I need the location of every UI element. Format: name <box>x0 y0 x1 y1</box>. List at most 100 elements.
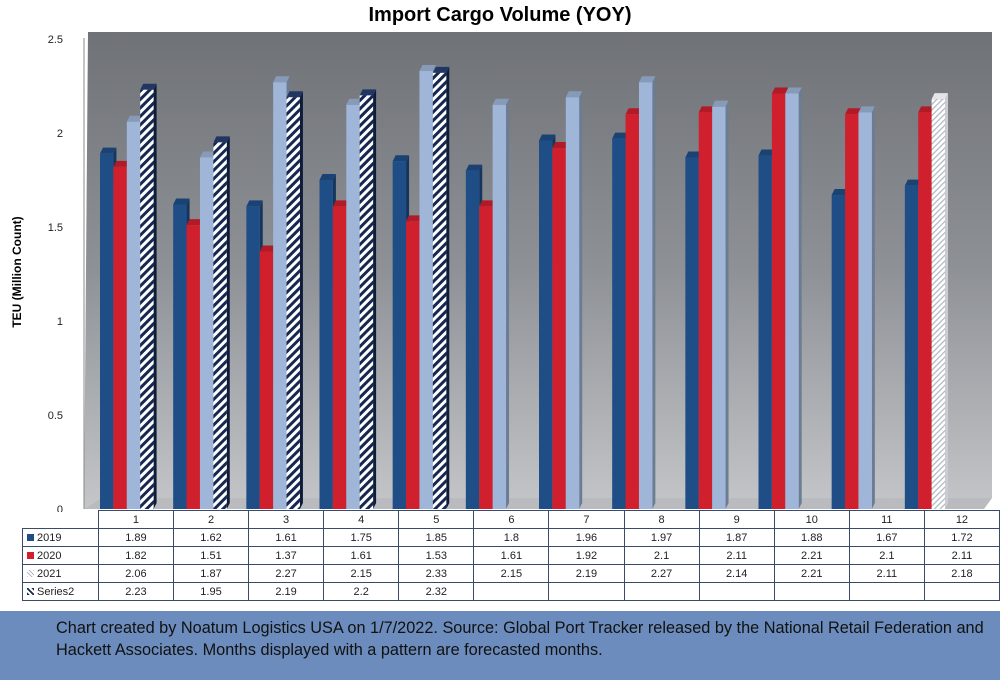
data-label: 2.2 <box>323 582 400 601</box>
bar-top <box>332 200 350 207</box>
data-label: 1.87 <box>698 528 775 547</box>
bar-top <box>359 89 377 96</box>
x-tick-label: 9 <box>698 510 775 529</box>
bar-front <box>286 97 300 509</box>
bar-side <box>299 91 303 509</box>
bar-top <box>712 100 729 107</box>
bar-top <box>771 87 789 94</box>
bar-2021-10 <box>785 87 802 510</box>
data-label: 1.61 <box>473 546 550 565</box>
bar-2021-11 <box>858 106 875 509</box>
data-label: 2.18 <box>923 564 1000 583</box>
bar-front <box>918 112 932 509</box>
bar-top <box>346 98 363 105</box>
bar-side <box>153 83 157 509</box>
data-label: 2.32 <box>398 582 475 601</box>
bar-front <box>758 155 772 509</box>
bar-Series2-3 <box>286 91 303 509</box>
bar-front <box>479 206 493 509</box>
bar-top <box>199 151 217 158</box>
bar-side <box>506 98 510 510</box>
bar-2021-7 <box>565 91 583 509</box>
bar-front <box>465 170 480 509</box>
bar-front <box>246 206 260 509</box>
bar-top <box>113 160 130 167</box>
bar-top <box>831 189 849 196</box>
bar-Series2-4 <box>359 89 377 510</box>
bar-Series2-1 <box>140 83 157 509</box>
bar-top <box>173 198 190 205</box>
bar-top <box>186 219 203 226</box>
data-label <box>923 582 1000 601</box>
y-tick-label: 1.5 <box>48 222 63 234</box>
bar-top <box>492 98 510 105</box>
bar-top <box>565 91 583 98</box>
y-tick-label: 2.5 <box>48 34 63 46</box>
data-label: 2.11 <box>848 564 925 583</box>
bar-top <box>638 76 656 83</box>
bar-top <box>552 142 569 149</box>
data-label: 2.1 <box>623 546 700 565</box>
x-tick-label: 1 <box>97 510 174 529</box>
bar-top <box>845 108 862 115</box>
bar-front <box>771 93 786 510</box>
bar-top <box>259 245 277 252</box>
data-label: 2.27 <box>248 564 325 583</box>
data-label: 1.97 <box>623 528 700 547</box>
data-label: 2.19 <box>248 582 325 601</box>
legend-label: 2019 <box>37 531 62 544</box>
bar-front <box>831 195 846 510</box>
bar-front <box>432 72 447 509</box>
bar-top <box>392 155 410 162</box>
legend-key <box>27 552 34 560</box>
legend-label: Series2 <box>37 585 75 598</box>
bar-top <box>758 149 775 156</box>
bar-front <box>392 161 407 509</box>
bar-top <box>539 134 556 141</box>
bar-front <box>539 140 553 509</box>
bar-side <box>446 66 450 509</box>
bar-top <box>319 174 336 180</box>
data-label: 2.14 <box>698 564 775 583</box>
x-tick-label: 11 <box>848 510 925 529</box>
data-label: 1.75 <box>323 528 400 547</box>
bar-front <box>785 93 799 510</box>
x-tick-label: 2 <box>172 510 250 529</box>
bar-front <box>698 112 713 509</box>
footer-note: Chart created by Noatum Logistics USA on… <box>56 619 984 659</box>
bar-front <box>492 104 507 510</box>
data-label: 2.11 <box>698 546 775 565</box>
bar-top <box>406 215 423 222</box>
x-tick-label: 3 <box>248 510 325 529</box>
x-tick-label: 8 <box>623 510 700 529</box>
bar-top <box>213 136 230 143</box>
bar-front <box>173 204 187 509</box>
legend-label: 2020 <box>37 549 62 562</box>
bar-front <box>273 82 287 510</box>
data-label: 2.06 <box>97 564 174 583</box>
bar-top <box>931 93 949 100</box>
legend-key <box>27 570 34 578</box>
bar-top <box>858 106 875 113</box>
bar-top <box>273 76 290 83</box>
data-label: 1.51 <box>172 546 250 565</box>
bar-front <box>612 138 626 509</box>
table-header-row: 1 2 3 4 5 6 7 8 9 10 11 12 <box>23 510 1000 529</box>
data-label: 2.21 <box>773 546 850 565</box>
bar-front <box>685 157 699 509</box>
bars <box>100 64 949 510</box>
bar-front <box>126 121 141 509</box>
bar-top <box>785 87 802 94</box>
x-tick-label: 10 <box>773 510 850 529</box>
data-label: 1.92 <box>548 546 625 565</box>
data-label: 1.67 <box>848 528 925 547</box>
bar-top <box>286 91 303 98</box>
y-tick-label: 0.5 <box>48 410 63 422</box>
bar-top <box>140 83 157 90</box>
bar-front <box>931 99 946 509</box>
data-label: 2.15 <box>473 564 550 583</box>
bar-2021-8 <box>638 76 656 510</box>
bar-front <box>113 166 127 509</box>
bar-side <box>652 76 656 510</box>
table-row-2021: 2021 2.06 1.87 2.27 2.15 2.33 2.15 2.19 2.27 2.14… <box>22 564 1000 583</box>
